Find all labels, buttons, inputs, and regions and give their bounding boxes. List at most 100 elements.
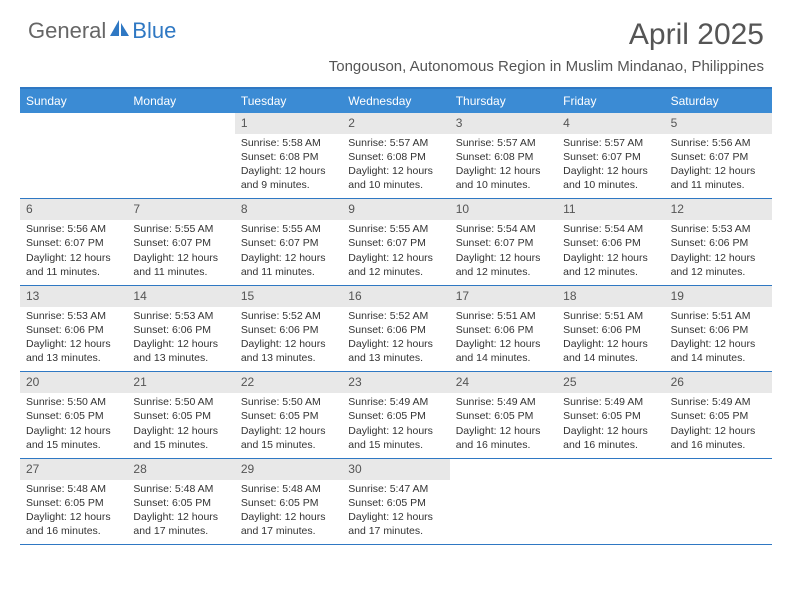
day-number: 15 [235, 286, 342, 307]
day-cell: Sunrise: 5:57 AMSunset: 6:07 PMDaylight:… [557, 134, 664, 199]
sunset-line: Sunset: 6:08 PM [456, 150, 551, 164]
month-title: April 2025 [329, 18, 764, 52]
day-cell: Sunrise: 5:58 AMSunset: 6:08 PMDaylight:… [235, 134, 342, 199]
sunset-line: Sunset: 6:05 PM [26, 409, 121, 423]
day-cell: Sunrise: 5:55 AMSunset: 6:07 PMDaylight:… [127, 220, 234, 285]
day-number: 23 [342, 372, 449, 393]
day-number [557, 459, 664, 480]
day-number: 14 [127, 286, 234, 307]
sunrise-line: Sunrise: 5:50 AM [133, 395, 228, 409]
day-cell: Sunrise: 5:50 AMSunset: 6:05 PMDaylight:… [20, 393, 127, 458]
logo-text-blue: Blue [132, 18, 176, 44]
day-cell [127, 134, 234, 199]
daylight-line: Daylight: 12 hours and 17 minutes. [348, 510, 443, 538]
daylight-line: Daylight: 12 hours and 10 minutes. [348, 164, 443, 192]
day-cell: Sunrise: 5:53 AMSunset: 6:06 PMDaylight:… [127, 307, 234, 372]
sunset-line: Sunset: 6:06 PM [348, 323, 443, 337]
daylight-line: Daylight: 12 hours and 11 minutes. [133, 251, 228, 279]
daylight-line: Daylight: 12 hours and 10 minutes. [456, 164, 551, 192]
day-cell: Sunrise: 5:49 AMSunset: 6:05 PMDaylight:… [342, 393, 449, 458]
day-cell: Sunrise: 5:48 AMSunset: 6:05 PMDaylight:… [20, 480, 127, 545]
logo-text-general: General [28, 18, 106, 44]
day-cell: Sunrise: 5:50 AMSunset: 6:05 PMDaylight:… [235, 393, 342, 458]
sunset-line: Sunset: 6:06 PM [671, 323, 766, 337]
day-cell: Sunrise: 5:56 AMSunset: 6:07 PMDaylight:… [20, 220, 127, 285]
sunrise-line: Sunrise: 5:48 AM [26, 482, 121, 496]
day-number: 13 [20, 286, 127, 307]
daylight-line: Daylight: 12 hours and 16 minutes. [456, 424, 551, 452]
week-row: 20212223242526Sunrise: 5:50 AMSunset: 6:… [20, 372, 772, 458]
day-cell [557, 480, 664, 545]
sunrise-line: Sunrise: 5:58 AM [241, 136, 336, 150]
sunset-line: Sunset: 6:07 PM [241, 236, 336, 250]
day-cell: Sunrise: 5:56 AMSunset: 6:07 PMDaylight:… [665, 134, 772, 199]
sunrise-line: Sunrise: 5:49 AM [671, 395, 766, 409]
day-number [665, 459, 772, 480]
sunset-line: Sunset: 6:07 PM [133, 236, 228, 250]
sunset-line: Sunset: 6:07 PM [348, 236, 443, 250]
daylight-line: Daylight: 12 hours and 14 minutes. [456, 337, 551, 365]
dow-cell: Wednesday [342, 89, 449, 113]
day-number: 26 [665, 372, 772, 393]
sunrise-line: Sunrise: 5:51 AM [563, 309, 658, 323]
day-cell: Sunrise: 5:49 AMSunset: 6:05 PMDaylight:… [557, 393, 664, 458]
location-subtitle: Tongouson, Autonomous Region in Muslim M… [329, 58, 764, 75]
week-row: 27282930Sunrise: 5:48 AMSunset: 6:05 PMD… [20, 459, 772, 545]
day-cell: Sunrise: 5:49 AMSunset: 6:05 PMDaylight:… [450, 393, 557, 458]
day-cell: Sunrise: 5:47 AMSunset: 6:05 PMDaylight:… [342, 480, 449, 545]
day-cell: Sunrise: 5:53 AMSunset: 6:06 PMDaylight:… [665, 220, 772, 285]
sunset-line: Sunset: 6:07 PM [671, 150, 766, 164]
sunset-line: Sunset: 6:07 PM [563, 150, 658, 164]
sunset-line: Sunset: 6:05 PM [26, 496, 121, 510]
daylight-line: Daylight: 12 hours and 13 minutes. [348, 337, 443, 365]
day-cell: Sunrise: 5:54 AMSunset: 6:07 PMDaylight:… [450, 220, 557, 285]
day-cell: Sunrise: 5:54 AMSunset: 6:06 PMDaylight:… [557, 220, 664, 285]
daylight-line: Daylight: 12 hours and 11 minutes. [241, 251, 336, 279]
day-number: 7 [127, 199, 234, 220]
day-cell: Sunrise: 5:53 AMSunset: 6:06 PMDaylight:… [20, 307, 127, 372]
day-cell: Sunrise: 5:48 AMSunset: 6:05 PMDaylight:… [127, 480, 234, 545]
daylight-line: Daylight: 12 hours and 16 minutes. [563, 424, 658, 452]
dow-cell: Saturday [665, 89, 772, 113]
sunrise-line: Sunrise: 5:57 AM [456, 136, 551, 150]
dow-cell: Friday [557, 89, 664, 113]
sunrise-line: Sunrise: 5:57 AM [348, 136, 443, 150]
sunrise-line: Sunrise: 5:54 AM [456, 222, 551, 236]
day-cell: Sunrise: 5:51 AMSunset: 6:06 PMDaylight:… [557, 307, 664, 372]
sunrise-line: Sunrise: 5:50 AM [241, 395, 336, 409]
sunset-line: Sunset: 6:07 PM [456, 236, 551, 250]
day-number: 10 [450, 199, 557, 220]
daylight-line: Daylight: 12 hours and 9 minutes. [241, 164, 336, 192]
daylight-line: Daylight: 12 hours and 12 minutes. [456, 251, 551, 279]
sunrise-line: Sunrise: 5:47 AM [348, 482, 443, 496]
daylight-line: Daylight: 12 hours and 15 minutes. [133, 424, 228, 452]
sunset-line: Sunset: 6:05 PM [671, 409, 766, 423]
day-number: 12 [665, 199, 772, 220]
sunset-line: Sunset: 6:06 PM [563, 236, 658, 250]
daylight-line: Daylight: 12 hours and 15 minutes. [241, 424, 336, 452]
sunrise-line: Sunrise: 5:49 AM [563, 395, 658, 409]
day-cell: Sunrise: 5:51 AMSunset: 6:06 PMDaylight:… [450, 307, 557, 372]
day-number: 22 [235, 372, 342, 393]
day-number [127, 113, 234, 134]
dow-cell: Tuesday [235, 89, 342, 113]
day-number: 3 [450, 113, 557, 134]
day-cell: Sunrise: 5:57 AMSunset: 6:08 PMDaylight:… [342, 134, 449, 199]
daylight-line: Daylight: 12 hours and 13 minutes. [241, 337, 336, 365]
calendar: SundayMondayTuesdayWednesdayThursdayFrid… [20, 87, 772, 545]
sunset-line: Sunset: 6:06 PM [26, 323, 121, 337]
day-number: 20 [20, 372, 127, 393]
sunrise-line: Sunrise: 5:51 AM [671, 309, 766, 323]
header: General Blue April 2025 Tongouson, Auton… [0, 0, 792, 79]
sunrise-line: Sunrise: 5:50 AM [26, 395, 121, 409]
daylight-line: Daylight: 12 hours and 10 minutes. [563, 164, 658, 192]
day-cell: Sunrise: 5:49 AMSunset: 6:05 PMDaylight:… [665, 393, 772, 458]
day-number: 16 [342, 286, 449, 307]
sunrise-line: Sunrise: 5:53 AM [133, 309, 228, 323]
sunrise-line: Sunrise: 5:48 AM [133, 482, 228, 496]
day-number: 27 [20, 459, 127, 480]
sunrise-line: Sunrise: 5:55 AM [241, 222, 336, 236]
sunset-line: Sunset: 6:05 PM [241, 409, 336, 423]
daylight-line: Daylight: 12 hours and 12 minutes. [348, 251, 443, 279]
day-cell [665, 480, 772, 545]
